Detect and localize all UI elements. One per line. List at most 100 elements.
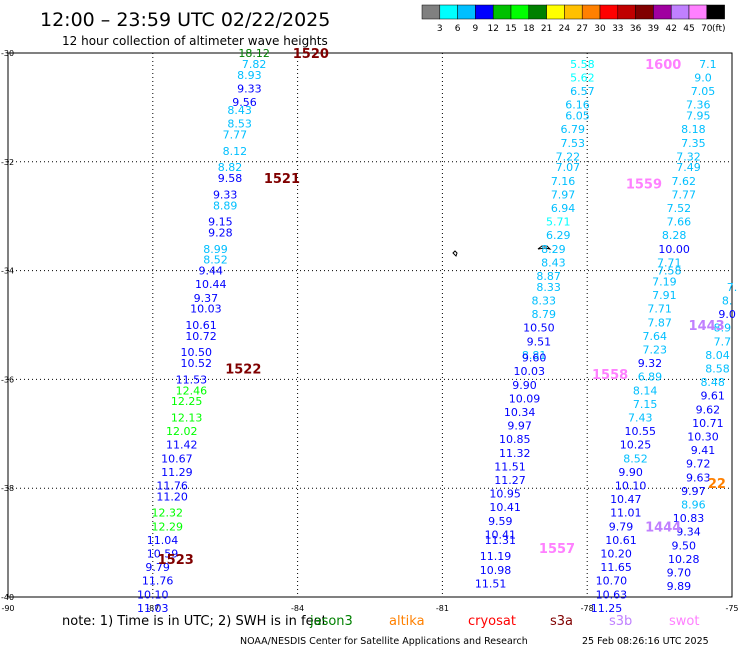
wave-height-point: 10.72 [185,330,217,343]
wave-height-point: 10.63 [596,588,628,601]
wave-height-point: 6.05 [565,110,590,123]
legend-label: 9 [473,24,479,34]
legend-swatch [653,4,672,20]
track-time-label: 1558 [592,368,628,383]
wave-height-point: 10.50 [180,346,212,359]
wave-height-point: 7.43 [628,411,653,424]
wave-height-point: 10.98 [480,564,512,577]
wave-height-point: 7.16 [551,175,576,188]
x-tick-label: -81 [436,604,449,613]
wave-height-point: 10.44 [195,278,227,291]
wave-height-point: 12.13 [171,411,203,424]
wave-height-point: 8.9 [714,322,732,335]
wave-height-point: 9.44 [198,265,223,278]
track-time-label: 1600 [645,58,681,73]
wave-height-point: 12.29 [152,520,184,533]
track-time-labels: 1520 1521 1522 1523 1600 1559 1558 1557 1443 1444… [158,47,726,568]
legend-label: 39 [648,24,660,34]
wave-height-point: 8.33 [532,295,557,308]
legend-swatch [581,4,601,20]
y-tick-label: -34 [1,267,14,276]
wave-height-point: 5.62 [570,71,595,84]
wave-height-point: 8.96 [681,499,706,512]
legend-label: 36 [630,24,642,34]
legend-swatch [457,4,476,20]
legend-swatch [510,4,530,20]
wave-height-point: 9.34 [676,526,701,539]
legend-swatch [688,4,708,20]
wave-height-point: 11.53 [176,373,208,386]
track-time-label: 1521 [264,172,300,187]
wave-height-point: 7.7 [714,335,732,348]
wave-height-point: 6.29 [546,229,571,242]
wave-height-point: 10.20 [600,547,632,560]
wave-height-point: 10.67 [161,452,193,465]
plot-border [7,52,733,598]
wave-height-point: 7.95 [686,110,711,123]
wave-height-point: 5.71 [546,216,571,229]
wave-height-point: 8. [722,295,733,308]
wave-height-point: 12.46 [176,384,208,397]
wave-height-point: 9.41 [691,444,716,457]
wave-height-point: 7.91 [652,289,677,302]
wave-height-point: 8.52 [623,452,648,465]
wave-height-point: 8.12 [223,145,248,158]
wave-height-point: 11.32 [499,447,531,460]
wave-height-point: 9.15 [208,216,233,229]
wave-height-point: 10.59 [147,547,179,560]
legend-swatch [599,4,619,20]
legend-swatch [706,4,725,20]
wave-height-point: 18.12 [238,47,270,60]
coastline-islands [452,245,552,257]
legend-label: 6 [455,24,461,34]
wave-height-point: 9.0 [718,308,736,321]
wave-height-point: 11.51 [475,577,507,590]
wave-height-point: 8.18 [681,123,706,136]
wave-height-point: 11.04 [147,534,179,547]
x-tick-label: -78 [581,604,594,613]
grid-lines [8,53,732,597]
wave-height-point: 7.35 [681,137,706,150]
wave-height-point: 9.89 [667,580,692,593]
wave-height-point: 9.90 [618,466,643,479]
legend-label: 70 [701,24,713,34]
wave-height-point: 8.04 [705,349,730,362]
legend-label: 15 [505,24,516,34]
wave-height-point: 10.41 [489,501,521,514]
wave-height-point: 11.03 [137,602,169,615]
plot-frame [7,52,733,598]
wave-height-point: 9.61 [700,390,725,403]
wave-height-point: 7.05 [691,85,716,98]
chart-subtitle: 12 hour collection of altimeter wave hei… [62,34,328,48]
wave-height-point: 8.93 [237,69,262,82]
wave-height-point: 10.50 [523,322,555,335]
wave-height-point: 10.61 [605,534,637,547]
wave-height-point: 9.79 [609,520,634,533]
wave-height-point: 9.28 [208,227,233,240]
legend-label: 18 [523,24,535,34]
wave-height-point: 8.87 [536,270,561,283]
wave-height-point: 10.03 [514,365,546,378]
track-time-label: 1559 [626,178,662,193]
wave-height-point: 10.34 [504,406,536,419]
wave-height-point: 9.72 [686,458,711,471]
satellite-legend: jason3 altika cryosat s3a s3b swot [309,614,699,629]
wave-height-point: 7.52 [667,202,692,215]
wave-height-point: 11.25 [591,602,623,615]
track-time-label: 1520 [293,47,329,62]
wave-height-point: 10.70 [596,575,628,588]
wave-height-point: 9.60 [522,352,547,365]
legend-swatch [670,4,690,20]
x-tick-label: -87 [146,604,159,613]
wave-height-point: 10.41 [485,528,517,541]
wave-height-point: 6.94 [551,202,576,215]
x-tick-label: -75 [725,604,738,613]
wave-height-point: 7.23 [643,343,668,356]
satellite-legend-item: altika [389,614,425,629]
wave-height-point: 6.89 [638,371,663,384]
legend-label: 27 [576,24,587,34]
legend-swatch [421,4,441,20]
legend-label: 24 [559,24,571,34]
y-tick-label: -30 [1,49,14,58]
